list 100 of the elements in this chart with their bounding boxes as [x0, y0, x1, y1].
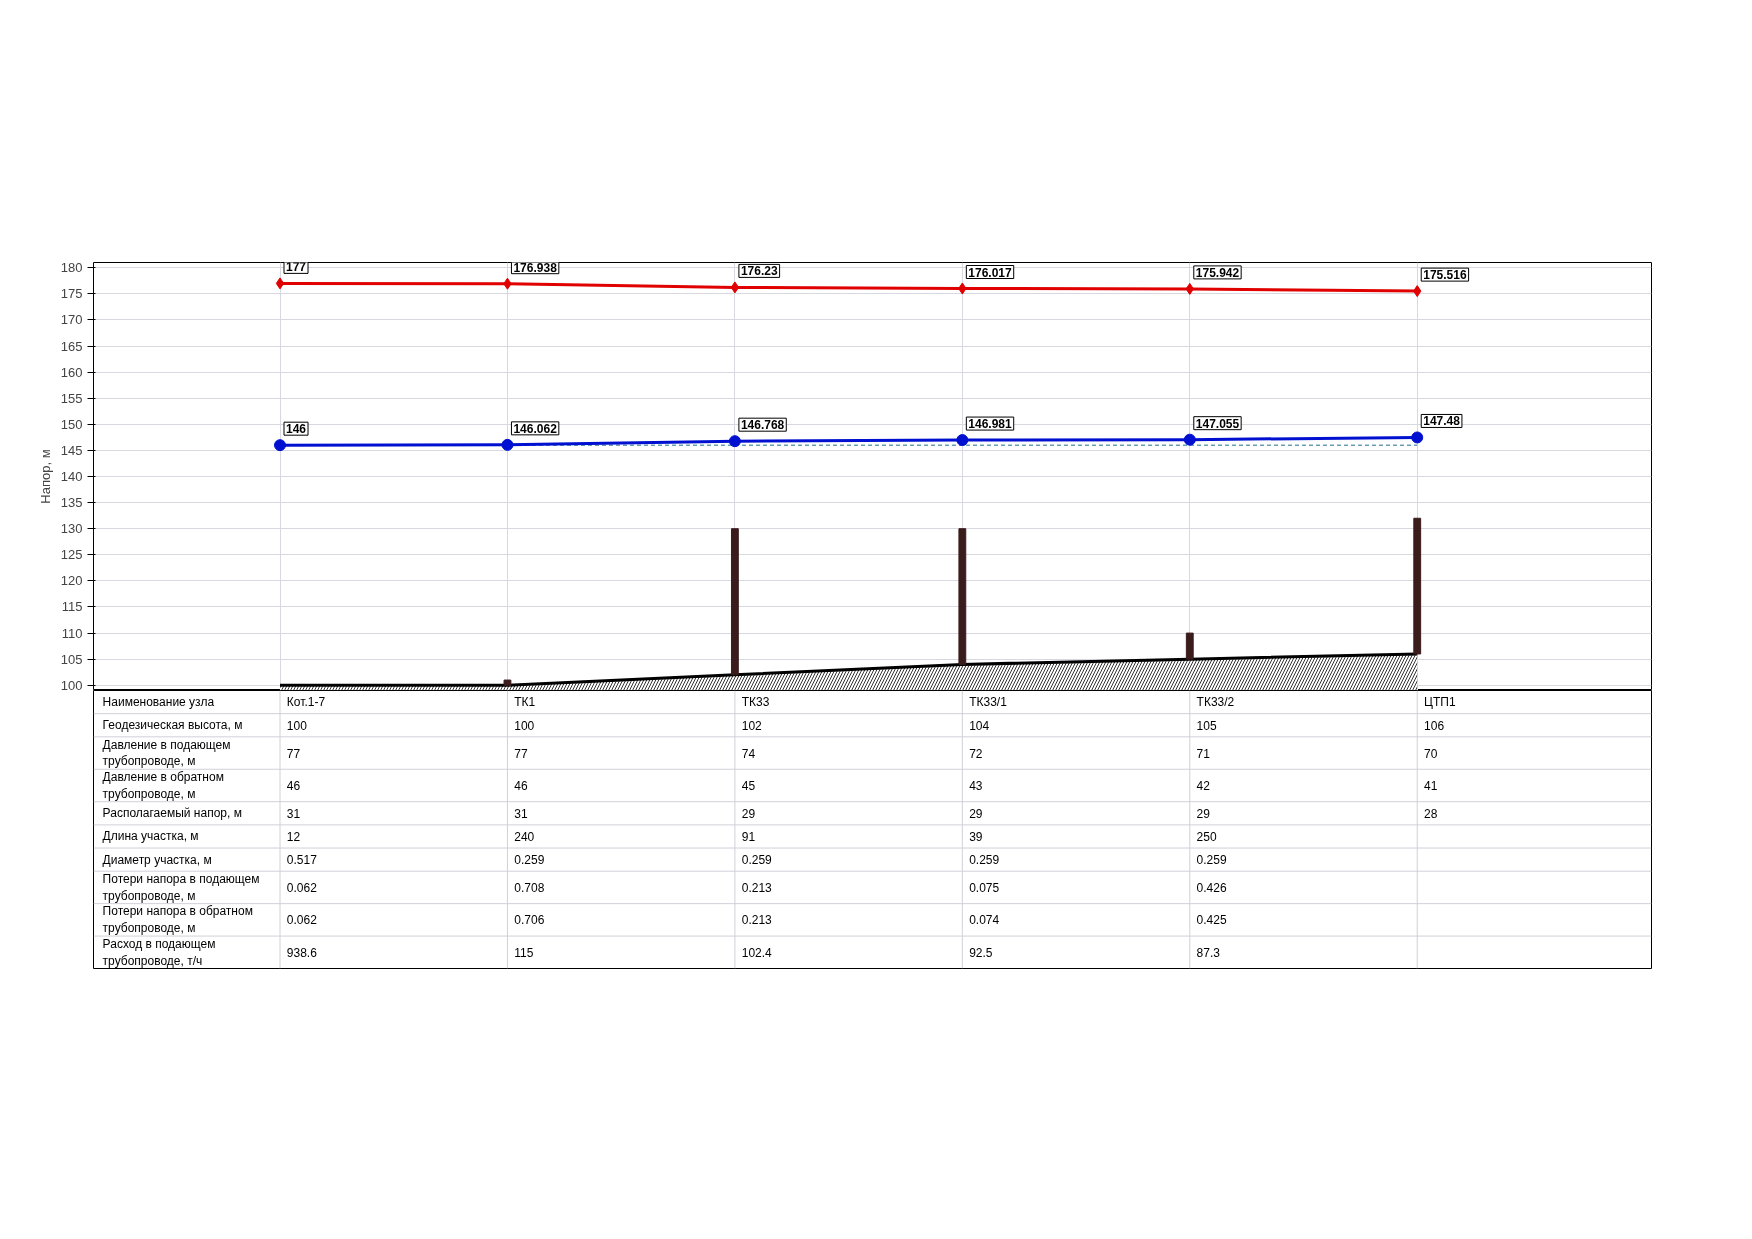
text: 938.6: [286, 945, 317, 960]
point: [956, 434, 969, 447]
text: 41: [1424, 778, 1438, 793]
y-tick-label: 120: [60, 573, 83, 589]
y-tick-label: 130: [60, 521, 83, 537]
y-tick-label: 110: [61, 625, 83, 641]
text: 39: [969, 829, 983, 844]
y-tick-label: 170: [60, 312, 83, 328]
text: 0.517: [286, 853, 317, 868]
text: Давление в обратном трубопроводе, м: [102, 770, 224, 801]
text: 29: [1196, 806, 1210, 821]
text: 46: [514, 778, 528, 793]
y-tick-label: 155: [60, 390, 83, 406]
text: 0.213: [741, 913, 772, 928]
text: 29: [969, 806, 983, 821]
text: 106: [1424, 718, 1445, 733]
text: 0.075: [969, 880, 1000, 895]
bar: [958, 528, 967, 665]
text: 115: [514, 945, 534, 960]
x-tick-label: ЦТП1: [1424, 695, 1456, 710]
x-axis-title: Наименование узла: [102, 695, 215, 710]
data-label: 146.981: [968, 417, 1013, 432]
data-label: 176.938: [513, 260, 558, 275]
text: 91: [741, 829, 756, 844]
text: 45: [741, 778, 756, 793]
y-tick-label: 135: [60, 495, 83, 511]
text: 77: [286, 746, 301, 761]
text: 102: [741, 718, 762, 733]
point: [1183, 433, 1196, 446]
data-label: 147.48: [1423, 414, 1461, 429]
point: [501, 438, 514, 451]
text: Геодезическая высота, м: [102, 718, 243, 733]
bar: [1413, 517, 1422, 655]
data-label: 146.768: [740, 418, 785, 433]
text: 104: [969, 718, 990, 733]
x-tick-label: ТК33/2: [1196, 695, 1235, 710]
text: 28: [1424, 806, 1438, 821]
y-tick-label: 100: [60, 677, 83, 693]
text: 0.259: [1196, 853, 1227, 868]
text: 87.3: [1196, 945, 1220, 960]
text: 31: [514, 806, 528, 821]
text: 77: [514, 746, 528, 761]
y-tick-label: 160: [60, 364, 83, 380]
text: Расход в подающем трубопроводе, т/ч: [102, 936, 216, 968]
bar: [1185, 632, 1194, 660]
text: Диаметр участка, м: [102, 852, 212, 867]
text: 46: [286, 778, 301, 793]
text: 100: [514, 718, 535, 733]
text: 100: [286, 718, 307, 733]
text: 72: [969, 746, 983, 761]
data-label: 146: [286, 422, 307, 437]
y-tick-label: 175: [60, 286, 83, 302]
data-label: 176.23: [740, 264, 778, 279]
text: 102.4: [741, 945, 772, 960]
y-tick-label: 165: [60, 338, 83, 354]
text: 12: [286, 829, 301, 844]
text: Давление в подающем трубопроводе, м: [102, 737, 231, 769]
text: 240: [514, 829, 535, 844]
text: 0.259: [514, 853, 545, 868]
data-label: 147.055: [1195, 416, 1240, 431]
y-tick-label: 180: [60, 260, 83, 276]
bar: [730, 528, 739, 676]
text: 70: [1424, 746, 1438, 761]
y-tick-label: 145: [60, 442, 83, 458]
y-tick-label: 115: [61, 599, 83, 615]
y-tick-label: 150: [60, 416, 83, 432]
text: 0.426: [1196, 880, 1227, 895]
y-tick-label: 105: [60, 651, 83, 667]
point: [1411, 431, 1424, 444]
point: [728, 435, 741, 448]
text: 0.259: [741, 853, 772, 868]
text: 0.259: [969, 853, 1000, 868]
point: [274, 439, 287, 452]
text: 42: [1196, 778, 1210, 793]
y-tick-label: 125: [60, 547, 83, 563]
y-tick-label: 140: [60, 469, 83, 484]
text: 0.425: [1196, 913, 1227, 928]
bar: [503, 679, 512, 686]
text: 250: [1196, 829, 1217, 844]
data-label: 176.017: [968, 265, 1013, 280]
text: 0.062: [286, 913, 317, 928]
x-tick-label: Кот.1-7: [286, 695, 326, 710]
text: 0.213: [741, 880, 772, 895]
text: 0.074: [969, 913, 1000, 928]
text: 29: [741, 806, 756, 821]
x-tick-label: ТК33: [741, 695, 770, 710]
text: 0.706: [514, 913, 545, 928]
y-axis-title: Напор, м: [37, 449, 53, 504]
data-label: 177: [286, 260, 307, 275]
x-tick-label: ТК33/1: [969, 695, 1008, 710]
text: Располагаемый напор, м: [102, 806, 242, 821]
text: 71: [1196, 746, 1210, 761]
x-tick-label: ТК1: [514, 695, 536, 710]
text: 0.062: [286, 880, 317, 895]
data-label: 175.942: [1195, 265, 1240, 280]
text: Потери напора в подающем трубопроводе, м: [102, 872, 260, 903]
text: 74: [741, 746, 756, 761]
text: 43: [969, 778, 983, 793]
text: Длина участка, м: [102, 829, 199, 844]
data-label: 175.516: [1423, 268, 1467, 283]
